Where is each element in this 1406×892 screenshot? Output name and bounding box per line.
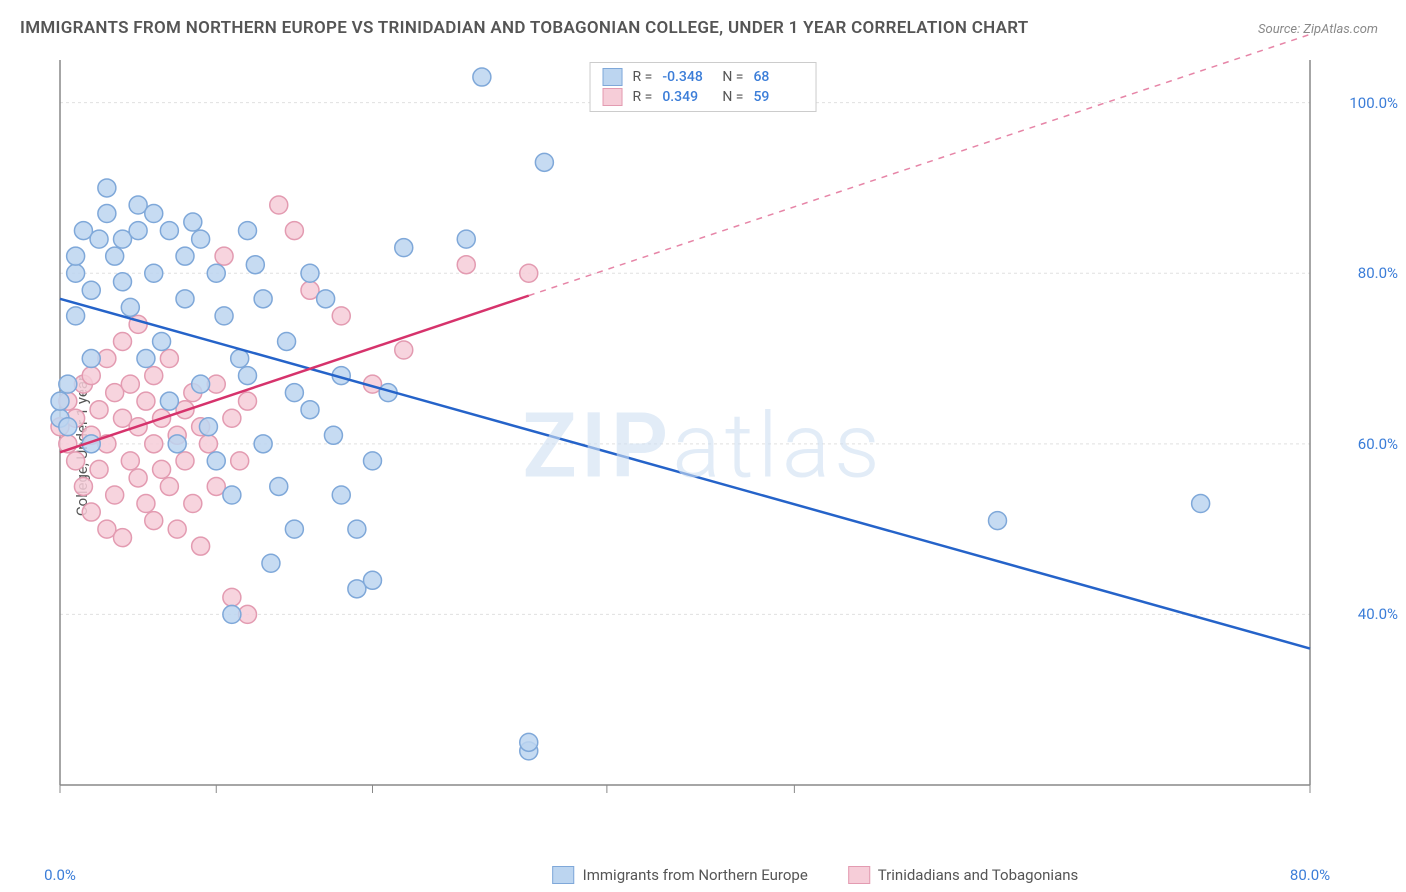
r-label: R = [633, 89, 653, 105]
r-value-1: -0.348 [662, 69, 712, 85]
n-value-2: 59 [753, 89, 803, 105]
r-label: R = [633, 69, 653, 85]
legend-swatch-pink [603, 88, 623, 106]
y-tick-label: 60.0% [1358, 435, 1398, 453]
n-label: N = [722, 89, 743, 105]
r-value-2: 0.349 [662, 89, 712, 105]
series-legend: Immigrants from Northern Europe Trinidad… [553, 866, 1079, 884]
series1-label: Immigrants from Northern Europe [583, 866, 808, 884]
n-label: N = [722, 69, 743, 85]
y-tick-label: 100.0% [1349, 94, 1398, 112]
source-attribution: Source: ZipAtlas.com [1258, 22, 1378, 37]
legend-swatch-series1 [553, 866, 575, 884]
legend-swatch-blue [603, 68, 623, 86]
correlation-legend: R = -0.348 N = 68 R = 0.349 N = 59 [590, 62, 817, 112]
y-tick-label: 40.0% [1358, 605, 1398, 623]
y-tick-label: 80.0% [1358, 264, 1398, 282]
legend-swatch-series2 [848, 866, 870, 884]
series2-label: Trinidadians and Tobagonians [878, 866, 1078, 884]
chart-title: IMMIGRANTS FROM NORTHERN EUROPE VS TRINI… [20, 18, 1029, 38]
scatter-plot [50, 55, 1380, 815]
x-tick-label: 80.0% [1290, 866, 1330, 884]
x-tick-label: 0.0% [44, 866, 76, 884]
n-value-1: 68 [753, 69, 803, 85]
